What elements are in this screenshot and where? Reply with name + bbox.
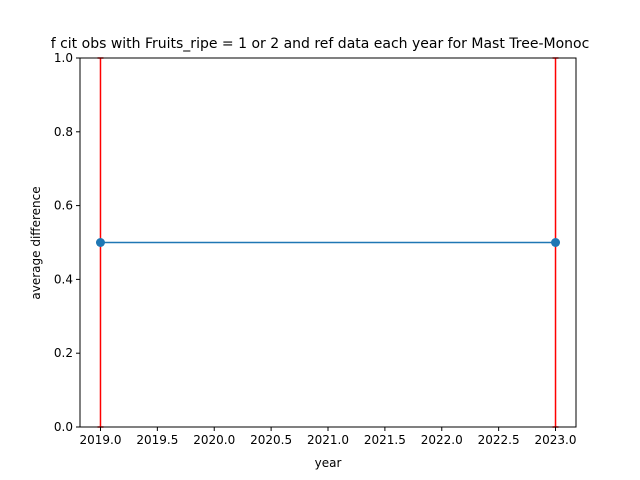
y-tick-label: 0.2 (54, 346, 73, 360)
y-tick-label: 0.4 (54, 272, 73, 286)
x-tick-label: 2023.0 (535, 433, 577, 447)
x-tick-label: 2022.0 (421, 433, 463, 447)
y-tick-label: 1.0 (54, 51, 73, 65)
data-point (95, 238, 105, 247)
x-tick-label: 2020.5 (250, 433, 292, 447)
chart-title: f cit obs with Fruits_ripe = 1 or 2 and … (51, 36, 590, 52)
y-axis-label: average difference (29, 186, 43, 299)
y-tick-label: 0.0 (54, 420, 73, 434)
x-tick-label: 2021.0 (307, 433, 349, 447)
x-tick-label: 2022.5 (478, 433, 520, 447)
x-axis-label: year (315, 456, 342, 470)
y-tick-label: 0.8 (54, 125, 73, 139)
axes: 2019.0 2019.5 2020.0 2020.5 2021.0 2021.5 2022… (54, 51, 577, 447)
y-tick-label: 0.6 (54, 199, 73, 213)
x-tick-label: 2019.0 (79, 433, 121, 447)
x-tick-label: 2020.0 (193, 433, 235, 447)
x-tick-label: 2019.5 (136, 433, 178, 447)
x-tick-label: 2021.5 (364, 433, 406, 447)
data-point (551, 238, 561, 247)
